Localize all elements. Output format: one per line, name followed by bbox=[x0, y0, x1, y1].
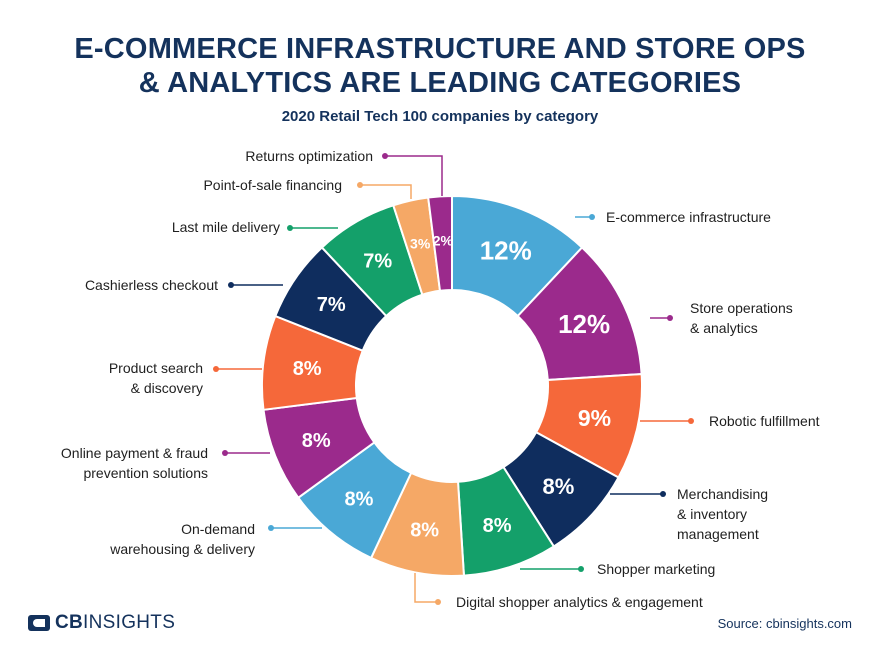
category-label-7: On-demand warehousing & delivery bbox=[109, 521, 255, 557]
cbinsights-logo-icon bbox=[28, 615, 50, 631]
leader-dot-10 bbox=[228, 282, 234, 288]
slice-percent-label-2: 12% bbox=[558, 309, 610, 339]
category-label-3: Robotic fulfillment bbox=[709, 413, 820, 429]
category-label-4: Merchandising & inventory management bbox=[677, 486, 768, 542]
donut-slice-13 bbox=[427, 194, 453, 292]
leader-dot-8 bbox=[222, 450, 228, 456]
leader-dot-2 bbox=[667, 315, 673, 321]
leader-dot-1 bbox=[589, 214, 595, 220]
leader-line-6 bbox=[414, 573, 438, 603]
leader-dot-13 bbox=[382, 153, 388, 159]
leader-dot-9 bbox=[213, 366, 219, 372]
category-label-12: Point-of-sale financing bbox=[203, 177, 342, 193]
category-label-2: Store operations & analytics bbox=[690, 300, 793, 336]
category-label-11: Last mile delivery bbox=[172, 219, 280, 235]
leader-dot-4 bbox=[660, 491, 666, 497]
leader-line-13 bbox=[385, 155, 443, 196]
slice-percent-label-5: 8% bbox=[483, 515, 512, 537]
category-label-6: Digital shopper analytics & engagement bbox=[456, 594, 703, 610]
slice-percent-label-8: 8% bbox=[302, 430, 331, 452]
leader-dot-6 bbox=[435, 599, 441, 605]
slice-percent-label-4: 8% bbox=[543, 474, 575, 499]
slice-percent-label-9: 8% bbox=[293, 358, 322, 380]
category-label-9: Product search & discovery bbox=[109, 360, 203, 396]
slice-percent-label-3: 9% bbox=[578, 405, 611, 431]
leader-dot-5 bbox=[578, 566, 584, 572]
chart-title-line-2: & ANALYTICS ARE LEADING CATEGORIES bbox=[138, 67, 742, 99]
slice-percent-label-12: 3% bbox=[410, 236, 431, 252]
chart-title: E-COMMERCE INFRASTRUCTURE AND STORE OPS … bbox=[0, 32, 880, 100]
logo-text-cb: CB bbox=[55, 612, 84, 633]
slice-percent-label-6: 8% bbox=[410, 520, 439, 542]
category-label-10: Cashierless checkout bbox=[85, 277, 218, 293]
source-note: Source: cbinsights.com bbox=[717, 616, 852, 631]
leader-line-12 bbox=[360, 184, 412, 199]
cbinsights-logo: CBINSIGHTS bbox=[28, 612, 175, 634]
category-label-1: E-commerce infrastructure bbox=[606, 209, 771, 225]
chart-subtitle: 2020 Retail Tech 100 companies by catego… bbox=[281, 108, 599, 125]
logo-text-insights: INSIGHTS bbox=[83, 612, 176, 633]
category-label-8: Online payment & fraud prevention solutio… bbox=[61, 445, 208, 481]
category-label-5: Shopper marketing bbox=[597, 561, 715, 577]
slice-percent-label-11: 7% bbox=[363, 251, 392, 273]
slice-percent-label-13: 2% bbox=[433, 232, 454, 248]
category-label-13: Returns optimization bbox=[245, 148, 373, 164]
slice-percent-label-10: 7% bbox=[317, 294, 346, 316]
slice-percent-label-7: 8% bbox=[344, 489, 373, 511]
leader-dot-3 bbox=[688, 418, 694, 424]
leader-dot-11 bbox=[287, 225, 293, 231]
chart-title-line-1: E-COMMERCE INFRASTRUCTURE AND STORE OPS bbox=[74, 33, 806, 65]
slice-percent-label-1: 12% bbox=[480, 236, 532, 266]
leader-dot-7 bbox=[268, 525, 274, 531]
leader-dot-12 bbox=[357, 182, 363, 188]
